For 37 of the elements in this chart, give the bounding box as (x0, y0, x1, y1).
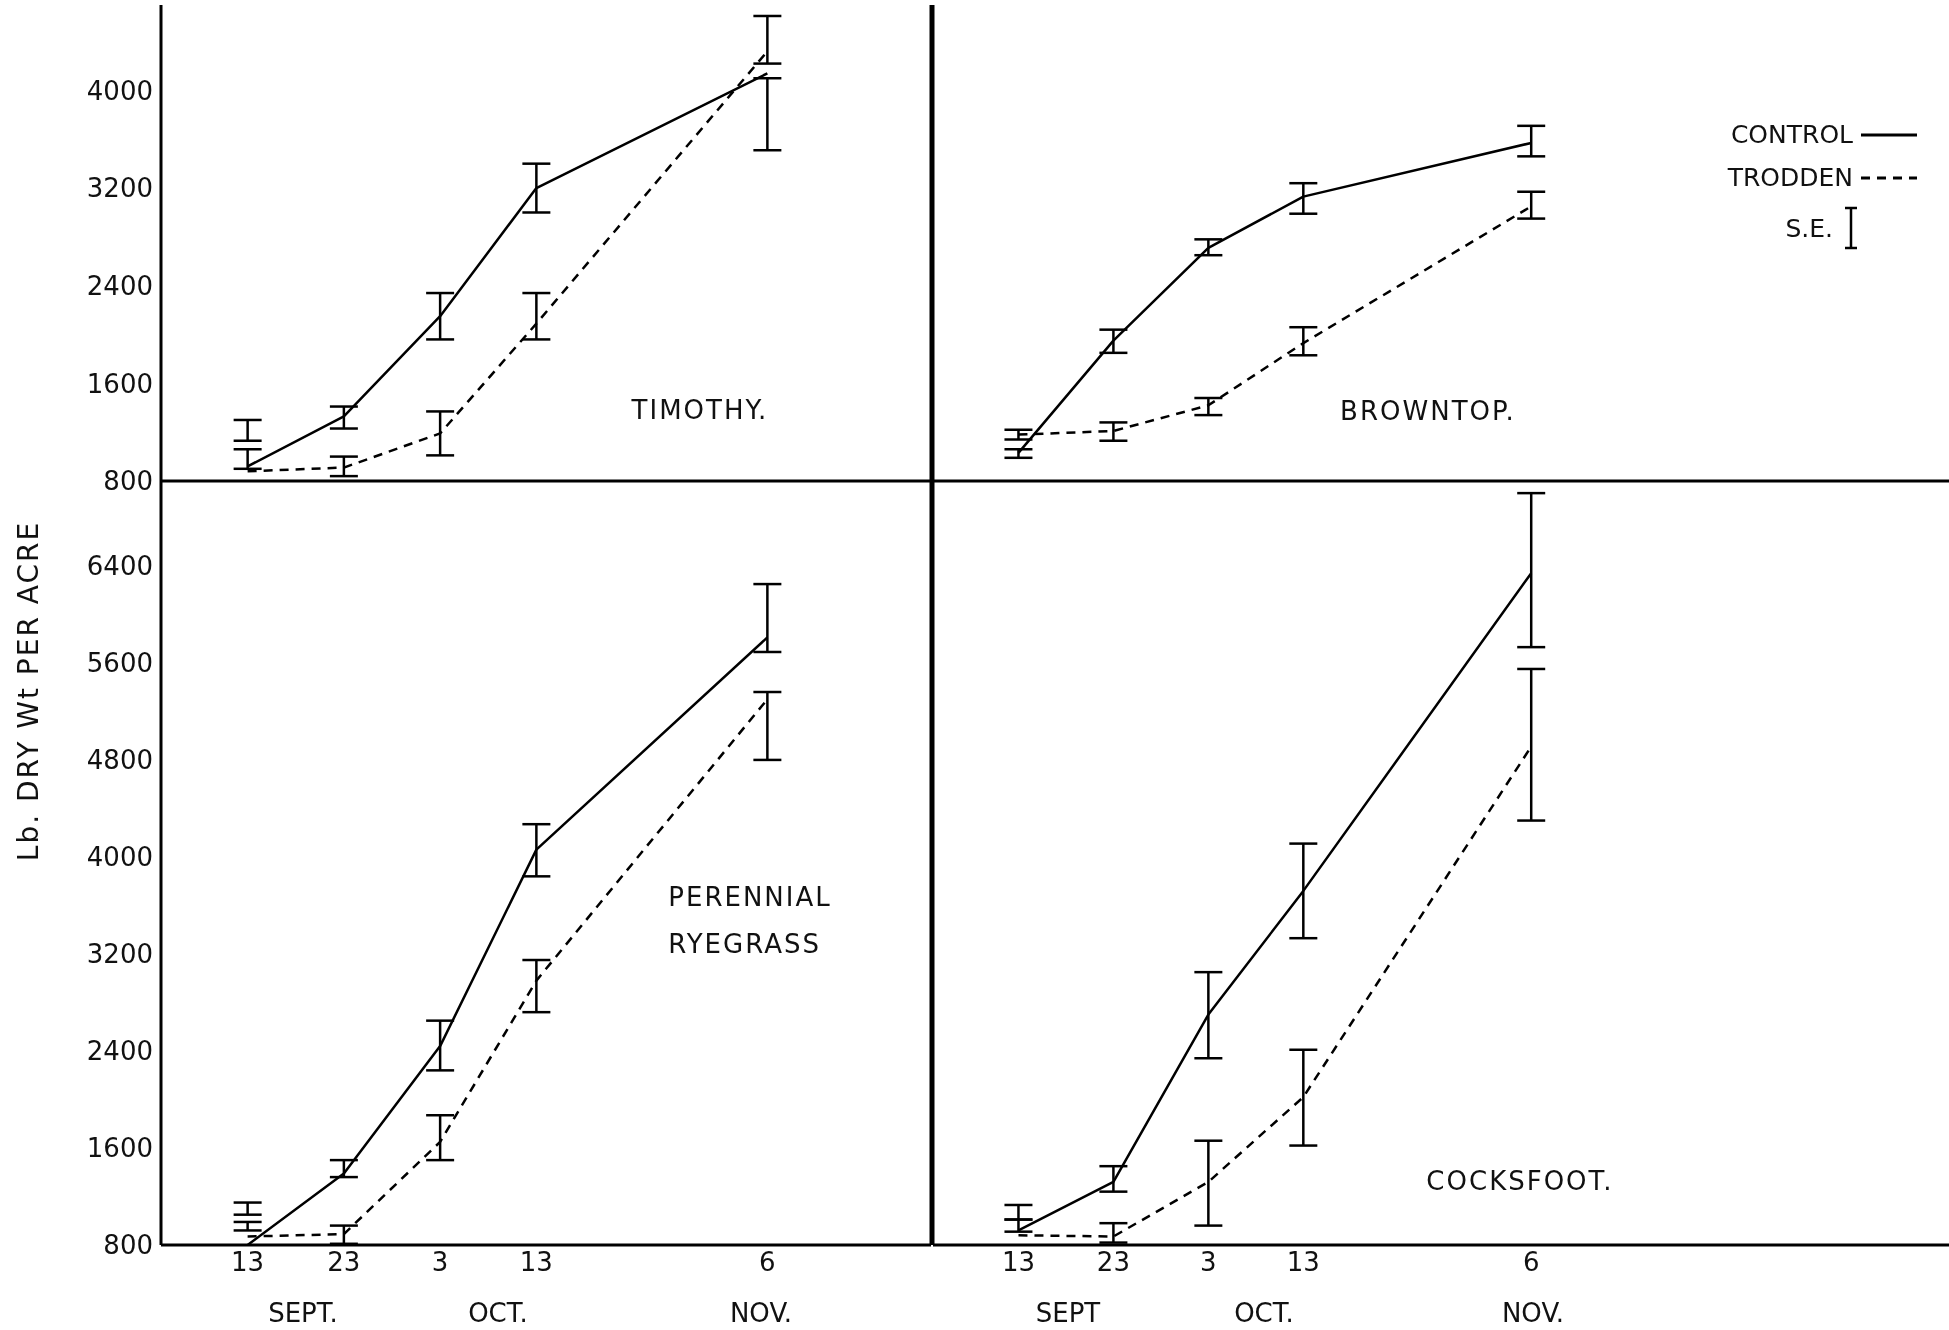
x-tick-label: 6 (1522, 1247, 1540, 1278)
y-tick-label: 800 (103, 1230, 153, 1261)
y-tick-label: 1600 (86, 368, 153, 399)
x-tick-label: 6 (759, 1247, 776, 1278)
y-tick-label: 2400 (86, 270, 153, 301)
y-axis-title: Lb. DRY Wt PER ACRE (12, 520, 45, 862)
text: COCKSFOOT. (1426, 1164, 1614, 1198)
text: NOV. (1501, 1298, 1565, 1328)
legend-label: CONTROL (1730, 120, 1853, 149)
text: OCT. (468, 1298, 528, 1328)
y-tick-label: 4000 (86, 75, 153, 106)
x-tick-label: 13 (1286, 1247, 1320, 1278)
y-tick-label: 3200 (86, 173, 153, 204)
x-tick-label: 23 (327, 1247, 361, 1278)
x-tick-label: 13 (231, 1247, 265, 1278)
text: OCT. (1234, 1298, 1294, 1328)
text: PERENNIAL RYEGRASS (668, 881, 832, 961)
text: SEPT. (268, 1298, 338, 1328)
y-tick-label: 4000 (86, 842, 153, 873)
text: TIMOTHY. (631, 393, 769, 427)
y-tick-label: 800 (103, 466, 153, 497)
y-tick-label: 3200 (86, 939, 153, 970)
x-tick-label: 3 (431, 1247, 449, 1278)
y-tick-label: 1600 (86, 1133, 153, 1164)
x-tick-label: 13 (519, 1247, 553, 1278)
y-tick-label: 4800 (86, 745, 153, 776)
legend-label: TRODDEN (1727, 163, 1853, 192)
annotation: S.E. (1785, 213, 1833, 243)
text: BROWNTOP. (1340, 394, 1516, 428)
y-tick-label: 6400 (86, 551, 153, 582)
x-tick-label: 13 (1001, 1247, 1035, 1278)
x-tick-label: 3 (1200, 1247, 1217, 1278)
text: SEPT (1035, 1298, 1101, 1328)
text: NOV. (729, 1298, 793, 1328)
x-tick-label: 23 (1096, 1247, 1130, 1278)
y-tick-label: 5600 (86, 648, 153, 679)
y-tick-label: 2400 (86, 1036, 153, 1067)
